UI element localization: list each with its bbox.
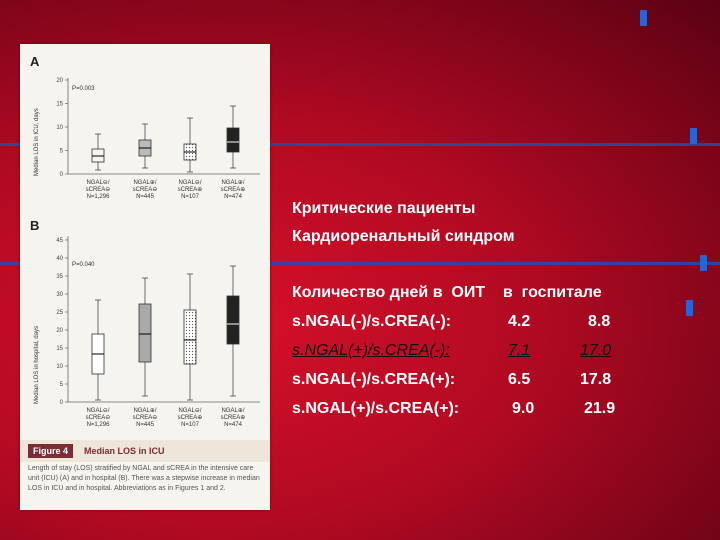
group-label: sCREA⊖ bbox=[133, 187, 158, 193]
box bbox=[226, 295, 240, 345]
decor-line-bottom bbox=[0, 262, 720, 265]
y-tick-label: 25 bbox=[56, 310, 63, 316]
group-label: sCREA⊖ bbox=[133, 415, 158, 421]
y-tick-label: 0 bbox=[60, 400, 64, 406]
y-tick-label: 5 bbox=[60, 149, 64, 155]
group-label: N=445 bbox=[136, 422, 155, 428]
y-tick-label: 5 bbox=[60, 382, 64, 388]
panel-a-pvalue: P=0.003 bbox=[72, 86, 95, 92]
y-tick-label: 40 bbox=[56, 256, 63, 262]
group-label: sCREA⊖ bbox=[86, 415, 111, 421]
decor-line-top bbox=[0, 143, 720, 146]
decor-tick bbox=[700, 255, 707, 271]
y-tick-label: 15 bbox=[56, 102, 63, 108]
title-line-1: Критические пациенты bbox=[292, 200, 476, 217]
caption-text: Length of stay (LOS) stratified by NGAL … bbox=[28, 465, 260, 492]
group-label: sCREA⊖ bbox=[86, 187, 111, 193]
decor-tick bbox=[686, 300, 693, 316]
decor-tick bbox=[640, 10, 647, 26]
group-label: N=445 bbox=[136, 194, 155, 200]
caption-bar: Figure 4 Median LOS in ICU bbox=[20, 440, 270, 462]
row-hosp: 17.0 bbox=[580, 342, 612, 359]
group-label: N=474 bbox=[224, 194, 243, 200]
group-label: NGAL⊖/ bbox=[86, 408, 109, 414]
panel-b-ylabel: Median LOS in hospital, days bbox=[34, 326, 40, 404]
row-icu: 6.5 bbox=[508, 371, 531, 388]
group-label: NGAL⊖/ bbox=[178, 180, 201, 186]
group-label: N=107 bbox=[181, 194, 200, 200]
boxplot-figure: A Median LOS in ICU, days P=0.003 0 5 10 15… bbox=[30, 54, 260, 428]
group-label: N=107 bbox=[181, 422, 200, 428]
row-icu: 7.1 bbox=[508, 342, 531, 359]
group-label: NGAL⊖/ bbox=[86, 180, 109, 186]
caption-number: Figure 4 bbox=[28, 444, 74, 458]
row-hosp: 8.8 bbox=[588, 313, 611, 330]
panel-b-pvalue: P=0.040 bbox=[72, 262, 95, 268]
y-tick-label: 20 bbox=[56, 328, 63, 334]
row-icu: 4.2 bbox=[508, 313, 531, 330]
group-label: N=474 bbox=[224, 422, 243, 428]
box bbox=[183, 309, 197, 365]
row-label: s.NGAL(-)/s.CREA(-): bbox=[292, 313, 452, 330]
group-label: NGAL⊕/ bbox=[133, 408, 156, 414]
box bbox=[138, 303, 152, 363]
y-tick-label: 10 bbox=[56, 364, 63, 370]
table-header: Количество дней в ОИТ в госпитале bbox=[292, 284, 602, 301]
box bbox=[226, 127, 240, 153]
y-tick-label: 15 bbox=[56, 346, 63, 352]
group-label: sCREA⊕ bbox=[221, 415, 246, 421]
row-label: s.NGAL(+)/s.CREA(-): bbox=[292, 342, 450, 359]
decor-tick bbox=[690, 128, 697, 144]
panel-a-letter: A bbox=[30, 54, 40, 69]
group-label: NGAL⊖/ bbox=[178, 408, 201, 414]
y-tick-label: 20 bbox=[56, 78, 63, 84]
row-icu: 9.0 bbox=[512, 400, 535, 417]
y-tick-label: 0 bbox=[60, 172, 64, 178]
figure-image: A Median LOS in ICU, days P=0.003 0 5 10 15… bbox=[20, 44, 270, 510]
caption-title: Median LOS in ICU bbox=[84, 446, 165, 456]
row-label: s.NGAL(+)/s.CREA(+): bbox=[292, 400, 460, 417]
group-label: sCREA⊕ bbox=[178, 415, 203, 421]
group-label: NGAL⊕/ bbox=[221, 408, 244, 414]
y-tick-label: 45 bbox=[56, 238, 63, 244]
y-tick-label: 10 bbox=[56, 125, 63, 131]
panel-a-ylabel: Median LOS in ICU, days bbox=[34, 108, 40, 176]
group-label: NGAL⊕/ bbox=[133, 180, 156, 186]
title-line-2: Кардиоренальный синдром bbox=[292, 228, 515, 245]
y-tick-label: 35 bbox=[56, 274, 63, 280]
row-hosp: 17.8 bbox=[580, 371, 612, 388]
group-label: NGAL⊕/ bbox=[221, 180, 244, 186]
group-label: N=1,296 bbox=[87, 422, 111, 428]
panel-b-letter: B bbox=[30, 218, 39, 233]
y-tick-label: 30 bbox=[56, 292, 63, 298]
group-label: N=1,296 bbox=[87, 194, 111, 200]
group-label: sCREA⊕ bbox=[221, 187, 246, 193]
row-hosp: 21.9 bbox=[584, 400, 616, 417]
row-label: s.NGAL(-)/s.CREA(+): bbox=[292, 371, 456, 388]
group-label: sCREA⊕ bbox=[178, 187, 203, 193]
